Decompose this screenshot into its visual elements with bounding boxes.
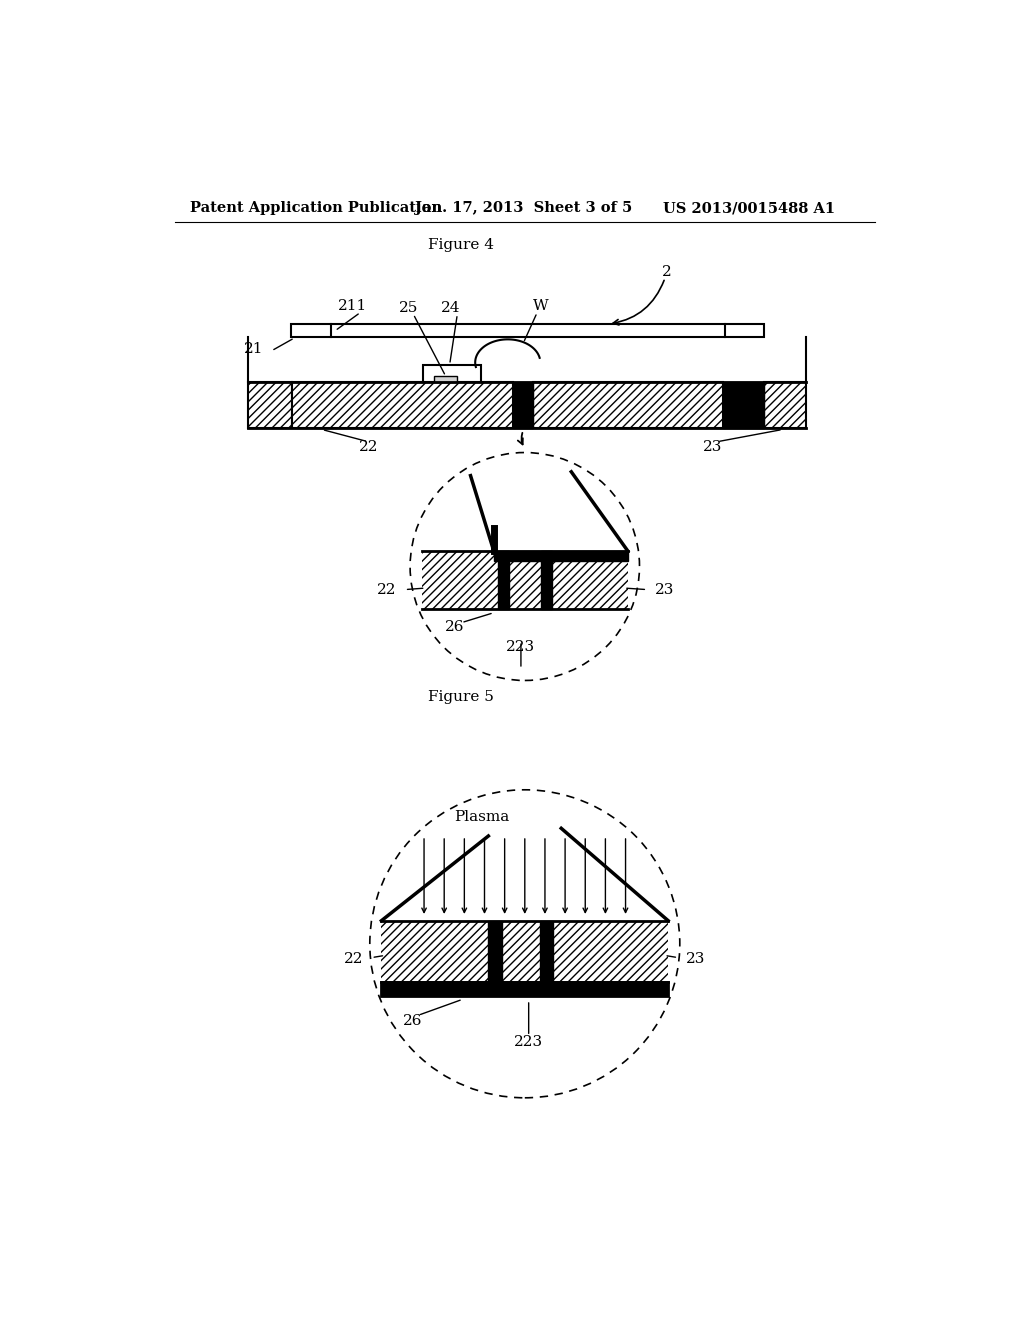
Text: 21: 21: [244, 342, 263, 356]
Bar: [534, 381, 723, 428]
Bar: [488, 921, 503, 982]
Bar: [513, 381, 534, 428]
Bar: [764, 381, 806, 428]
Bar: [723, 381, 764, 428]
Text: Patent Application Publication: Patent Application Publication: [190, 202, 442, 215]
Bar: [381, 982, 669, 997]
Text: 22: 22: [344, 952, 364, 966]
Text: 23: 23: [655, 582, 675, 597]
Text: 23: 23: [686, 952, 706, 966]
Bar: [381, 921, 488, 982]
Bar: [554, 921, 669, 982]
Text: 223: 223: [514, 1035, 544, 1049]
Bar: [292, 381, 513, 428]
Bar: [540, 921, 554, 982]
Bar: [423, 364, 480, 381]
Text: 2: 2: [662, 265, 672, 280]
Bar: [541, 552, 552, 609]
Text: 24: 24: [441, 301, 461, 314]
Text: W: W: [534, 300, 549, 313]
Text: 22: 22: [358, 440, 378, 454]
Text: Plasma: Plasma: [455, 809, 510, 824]
Text: 23: 23: [703, 440, 723, 454]
Bar: [422, 552, 498, 609]
Text: 26: 26: [445, 619, 465, 634]
Bar: [434, 376, 458, 381]
Text: Jan. 17, 2013  Sheet 3 of 5: Jan. 17, 2013 Sheet 3 of 5: [415, 202, 632, 215]
Text: Figure 4: Figure 4: [428, 238, 495, 252]
Bar: [552, 552, 628, 609]
Bar: [509, 552, 541, 609]
Text: 25: 25: [399, 301, 418, 314]
Bar: [248, 381, 292, 428]
Text: 26: 26: [402, 1014, 422, 1028]
Bar: [498, 552, 509, 609]
Text: Figure 5: Figure 5: [428, 690, 495, 705]
Text: 211: 211: [338, 300, 368, 313]
Bar: [291, 323, 764, 337]
Text: US 2013/0015488 A1: US 2013/0015488 A1: [663, 202, 835, 215]
Text: 223: 223: [506, 640, 536, 655]
Bar: [503, 921, 540, 982]
Text: 22: 22: [378, 582, 397, 597]
Bar: [494, 552, 628, 561]
